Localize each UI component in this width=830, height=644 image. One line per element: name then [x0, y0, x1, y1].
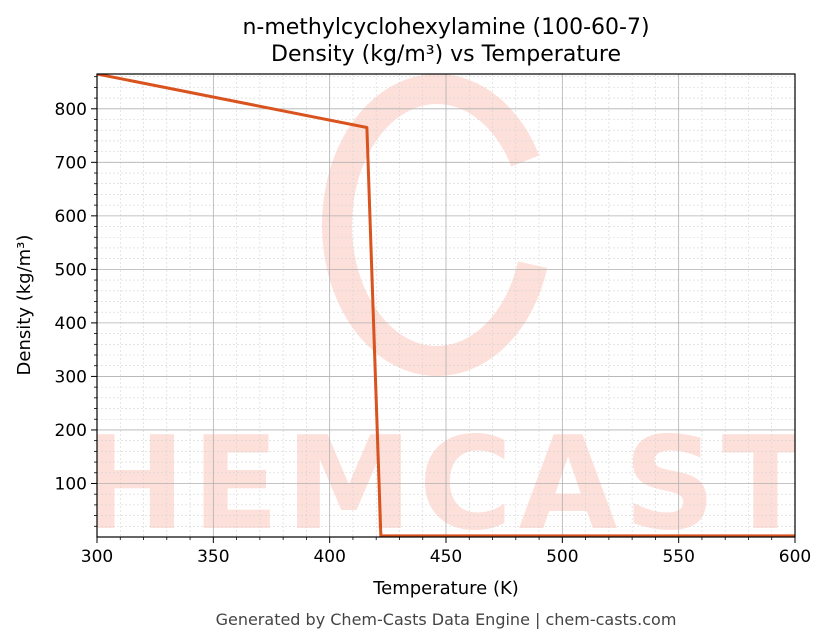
series-group: [97, 74, 795, 537]
x-tick-label: 450: [430, 547, 462, 567]
watermark: CHEMCASTS: [97, 74, 795, 537]
x-tick-label: 350: [197, 547, 229, 567]
x-tick-label: 600: [779, 547, 811, 567]
y-tick-label: 100: [55, 474, 87, 494]
chart-subtitle: Density (kg/m³) vs Temperature: [271, 42, 621, 67]
y-tick-label: 600: [55, 207, 87, 227]
y-axis: 100 200 300 400 500 600 700 800: [55, 76, 97, 527]
x-axis: 300 350 400 450 500 550 600: [81, 537, 811, 567]
x-tick-label: 500: [546, 547, 578, 567]
x-axis-label: Temperature (K): [372, 578, 519, 599]
footer-credit: Generated by Chem-Casts Data Engine | ch…: [216, 610, 677, 629]
chart-title: n-methylcyclohexylamine (100-60-7): [242, 15, 649, 40]
y-tick-label: 700: [55, 153, 87, 173]
y-tick-label: 800: [55, 100, 87, 120]
y-tick-label: 300: [55, 367, 87, 387]
watermark-logo: [322, 74, 552, 376]
density-line: [97, 74, 795, 537]
y-axis-label: Density (kg/m³): [14, 235, 35, 376]
x-tick-label: 550: [662, 547, 694, 567]
x-tick-label: 400: [313, 547, 345, 567]
x-tick-label: 300: [81, 547, 113, 567]
y-tick-label: 400: [55, 314, 87, 334]
y-tick-label: 500: [55, 260, 87, 280]
y-tick-label: 200: [55, 421, 87, 441]
